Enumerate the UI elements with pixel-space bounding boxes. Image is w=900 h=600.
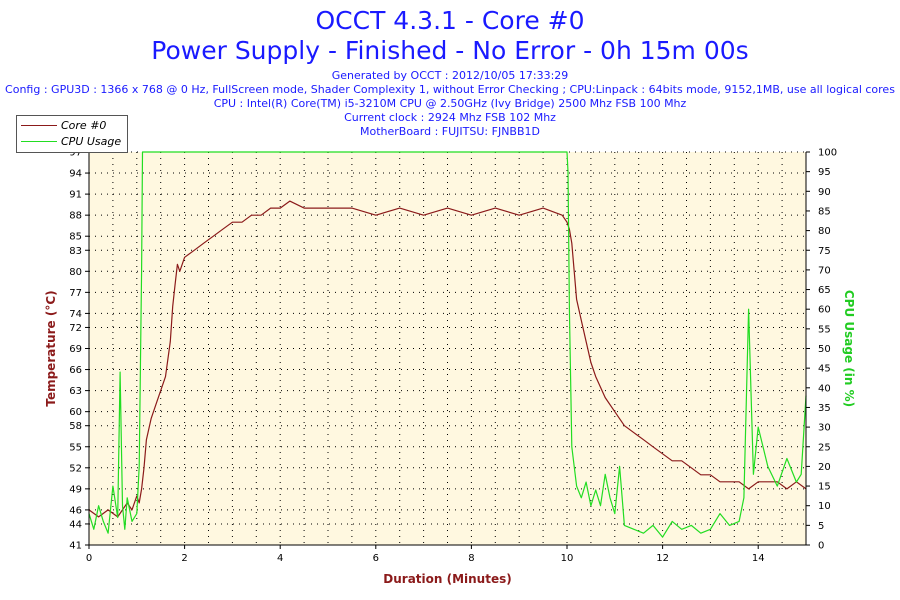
series-line-cpu-usage (88, 151, 807, 538)
x-tick-label: 12 (656, 553, 669, 564)
y-tick-label: 69 (69, 344, 82, 355)
x-tick-label: 10 (561, 553, 574, 564)
y-tick-label: 58 (69, 421, 82, 432)
clock-info: Current clock : 2924 Mhz FSB 102 Mhz (344, 111, 556, 124)
y2-tick-label: 95 (818, 167, 831, 178)
y-tick-label: 49 (69, 484, 82, 495)
plot-area (89, 152, 806, 545)
config-info: Config : GPU3D : 1366 x 768 @ 0 Hz, Full… (5, 83, 895, 96)
y-tick-label: 72 (69, 323, 82, 334)
cpu-info: CPU : Intel(R) Core(TM) i5-3210M CPU @ 2… (213, 97, 687, 110)
x-tick-label: 4 (277, 553, 283, 564)
y2-tick-label: 85 (818, 206, 831, 217)
chart-title-line2: Power Supply - Finished - No Error - 0h … (151, 36, 749, 65)
y2-tick-label: 65 (818, 285, 831, 296)
y2-tick-label: 45 (818, 364, 831, 375)
legend: Core #0 CPU Usage (16, 115, 128, 153)
y2-tick-label: 40 (818, 383, 831, 394)
x-tick-label: 0 (86, 553, 92, 564)
series-layer (88, 151, 807, 538)
generated-info: Generated by OCCT : 2012/10/05 17:33:29 (331, 69, 569, 82)
y-tick-label: 83 (69, 246, 82, 257)
y-axis-label: Temperature (°C) (44, 290, 58, 406)
y2-tick-label: 0 (818, 541, 824, 552)
y2-tick-label: 90 (818, 187, 831, 198)
y-tick-label: 52 (69, 463, 82, 474)
y-tick-label: 88 (69, 211, 82, 222)
y-tick-label: 41 (69, 541, 82, 552)
y-tick-label: 63 (69, 386, 82, 397)
y2-tick-label: 5 (818, 521, 824, 532)
y-tick-label: 85 (69, 232, 82, 243)
y2-tick-label: 80 (818, 226, 831, 237)
series-line-core-0 (88, 200, 807, 518)
x-tick-label: 2 (181, 553, 187, 564)
axes: 0 2 4 6 8 10 12 1441444649525558606366697274778… (69, 148, 837, 565)
y2-tick-label: 70 (818, 265, 831, 276)
y2-tick-label: 55 (818, 324, 831, 335)
x-tick-label: 6 (373, 553, 379, 564)
y2-tick-label: 35 (818, 403, 831, 414)
y2-tick-label: 30 (818, 423, 831, 434)
y-tick-label: 97 (69, 148, 82, 159)
y2-tick-label: 60 (818, 305, 831, 316)
y-tick-label: 91 (69, 190, 82, 201)
y-tick-label: 55 (69, 442, 82, 453)
y-tick-label: 74 (69, 309, 82, 320)
legend-label-core0: Core #0 (61, 119, 107, 132)
legend-label-cpu-usage: CPU Usage (61, 135, 122, 148)
y2-tick-label: 20 (818, 462, 831, 473)
y-tick-label: 94 (69, 169, 82, 180)
x-axis-label: Duration (Minutes) (383, 572, 511, 586)
legend-swatch-cpu-usage (21, 141, 57, 142)
y-tick-label: 44 (69, 519, 82, 530)
y-tick-label: 77 (69, 288, 82, 299)
y-tick-label: 46 (69, 505, 82, 516)
legend-item-cpu-usage: CPU Usage (21, 135, 121, 148)
y2-tick-label: 15 (818, 482, 831, 493)
y-tick-label: 80 (69, 267, 82, 278)
legend-item-core0: Core #0 (21, 119, 106, 132)
legend-swatch-core0 (21, 125, 57, 126)
y2-tick-label: 10 (818, 501, 831, 512)
motherboard-info: MotherBoard : FUJITSU: FJNBB1D (359, 125, 540, 138)
chart-title-line1: OCCT 4.3.1 - Core #0 (315, 6, 585, 35)
x-tick-label: 8 (468, 553, 474, 564)
y-tick-label: 60 (69, 407, 82, 418)
y2-tick-label: 25 (818, 442, 831, 453)
y-tick-label: 66 (69, 365, 82, 376)
y2-tick-label: 100 (818, 148, 837, 159)
y2-axis-label: CPU Usage (in %) (842, 290, 856, 407)
x-tick-label: 14 (752, 553, 765, 564)
y2-tick-label: 75 (818, 246, 831, 257)
y2-tick-label: 50 (818, 344, 831, 355)
